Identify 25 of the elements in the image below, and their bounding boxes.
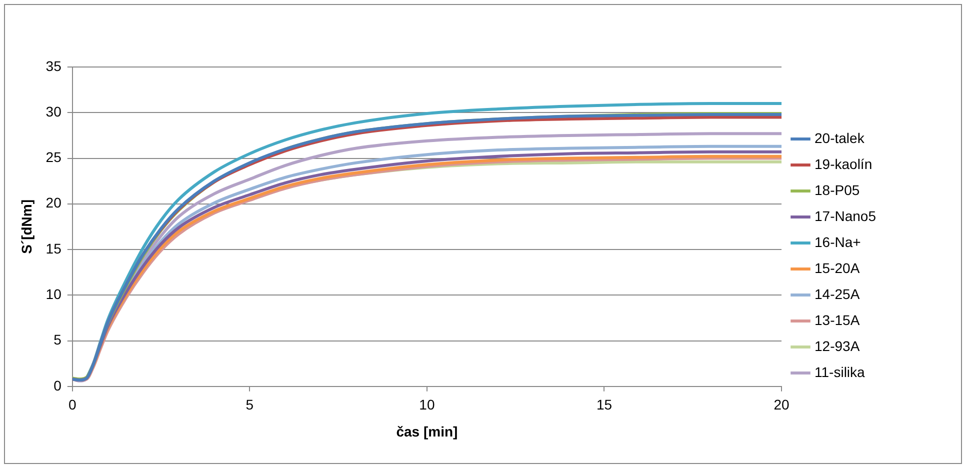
x-tick-label: 20 xyxy=(774,396,790,413)
x-tick-label: 15 xyxy=(596,396,612,413)
legend-label: 13-15A xyxy=(814,312,860,328)
x-tick-label: 5 xyxy=(246,396,254,413)
legend-label: 11-silika xyxy=(814,364,866,380)
x-axis-title: čas [min] xyxy=(396,423,458,440)
legend-label: 18-P05 xyxy=(814,182,860,198)
y-tick-label: 5 xyxy=(54,332,62,348)
y-tick-label: 15 xyxy=(46,240,62,256)
y-tick-label: 20 xyxy=(46,194,62,211)
y-tick-label: 10 xyxy=(46,286,62,302)
y-tick-label: 0 xyxy=(54,377,62,394)
x-tick-label: 0 xyxy=(68,396,76,413)
x-tick-label: 10 xyxy=(419,396,435,413)
legend-label: 19-kaolín xyxy=(814,156,872,172)
legend-label: 12-93A xyxy=(814,338,860,354)
y-tick-label: 35 xyxy=(46,58,62,74)
y-axis-title: S´[dNm] xyxy=(18,199,34,254)
legend-label: 17-Nano5 xyxy=(814,208,876,224)
y-tick-label: 30 xyxy=(46,103,62,120)
legend-label: 16-Na+ xyxy=(814,234,861,250)
legend-label: 14-25A xyxy=(814,286,860,302)
legend-label: 20-talek xyxy=(814,130,866,146)
y-tick-label: 25 xyxy=(46,149,62,166)
legend-label: 15-20A xyxy=(814,260,860,276)
